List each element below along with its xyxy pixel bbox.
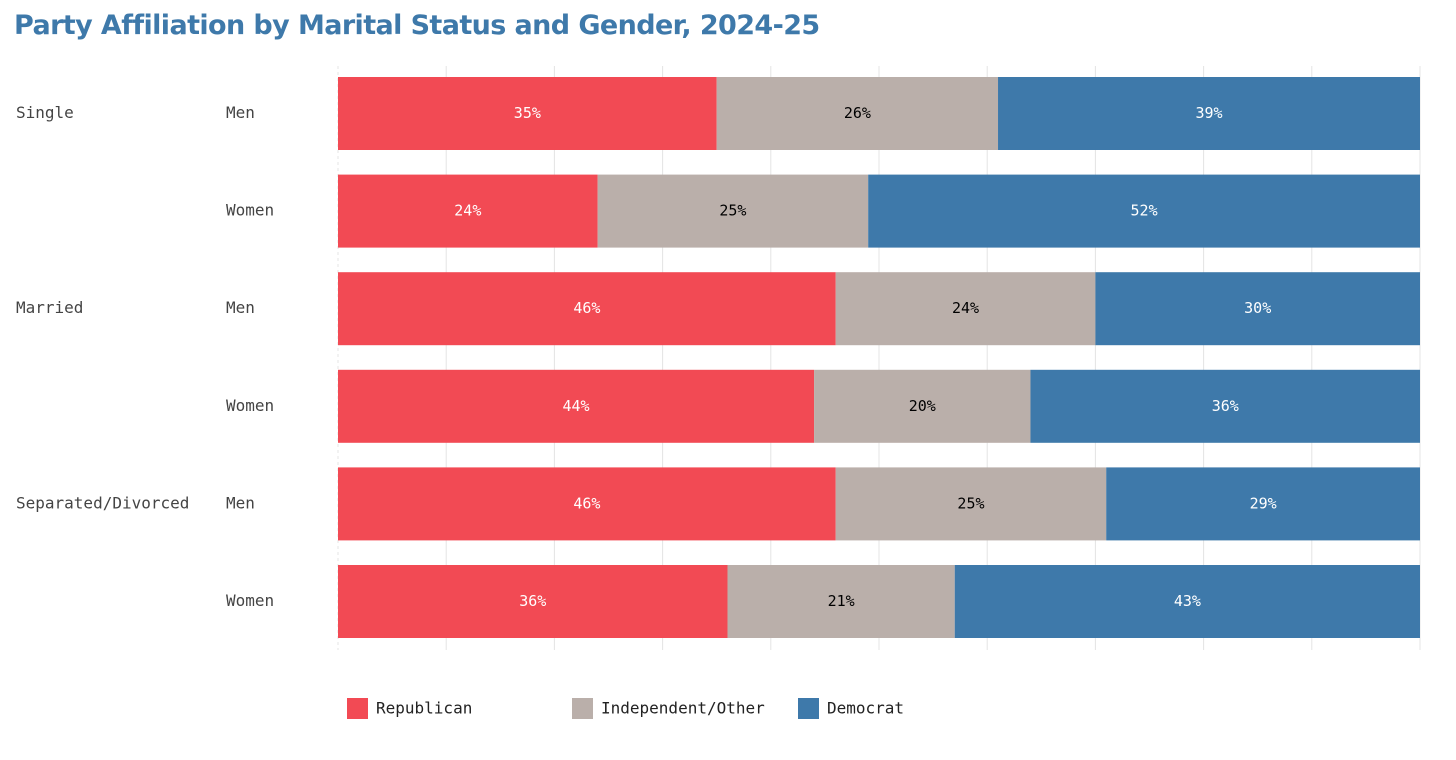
chart-title: Party Affiliation by Marital Status and …	[14, 10, 820, 41]
legend-swatch	[798, 698, 819, 719]
bar-segment	[835, 467, 1107, 541]
data-label: 52%	[1131, 202, 1158, 220]
bar-segment	[338, 77, 717, 150]
group-label: Separated/Divorced	[16, 493, 189, 512]
data-label: 35%	[514, 104, 541, 122]
data-label: 39%	[1195, 104, 1222, 122]
data-label: 29%	[1250, 494, 1277, 512]
legend-swatch	[572, 698, 593, 719]
bar-segment	[1106, 467, 1420, 541]
data-label: 36%	[519, 592, 546, 610]
bar-segment	[338, 565, 728, 638]
bar-segment	[597, 174, 869, 248]
legend-label: Independent/Other	[601, 699, 765, 718]
legend-label: Democrat	[827, 699, 904, 718]
data-label: 30%	[1244, 299, 1271, 317]
bar-segment	[1030, 369, 1420, 443]
bar-segment	[716, 77, 999, 150]
bar-segment	[338, 467, 836, 541]
bar-segment	[814, 369, 1031, 443]
data-label: 43%	[1174, 592, 1201, 610]
data-label: 26%	[844, 104, 871, 122]
bar-segment	[1095, 272, 1420, 346]
bar-segment	[998, 77, 1420, 150]
category-label: Men	[226, 298, 255, 317]
bar-segment	[868, 174, 1420, 248]
data-label: 21%	[828, 592, 855, 610]
group-label: Married	[16, 298, 83, 317]
data-label: 44%	[562, 397, 589, 415]
bar-segment	[338, 369, 815, 443]
data-label: 36%	[1212, 397, 1239, 415]
bar-segment	[835, 272, 1096, 346]
category-label: Women	[226, 396, 274, 415]
data-label: 25%	[957, 494, 984, 512]
bar-segment	[338, 174, 598, 248]
data-label: 46%	[573, 299, 600, 317]
group-label: Single	[16, 103, 74, 122]
bar-segment	[727, 565, 955, 638]
category-label: Women	[226, 201, 274, 220]
category-label: Women	[226, 591, 274, 610]
legend-label: Republican	[376, 699, 472, 718]
data-label: 20%	[909, 397, 936, 415]
data-label: 24%	[454, 202, 481, 220]
bar-segment	[338, 272, 836, 346]
legend-swatch	[347, 698, 368, 719]
data-label: 46%	[573, 494, 600, 512]
bar-segment	[954, 565, 1420, 638]
data-label: 24%	[952, 299, 979, 317]
data-label: 25%	[719, 202, 746, 220]
category-label: Men	[226, 493, 255, 512]
category-label: Men	[226, 103, 255, 122]
